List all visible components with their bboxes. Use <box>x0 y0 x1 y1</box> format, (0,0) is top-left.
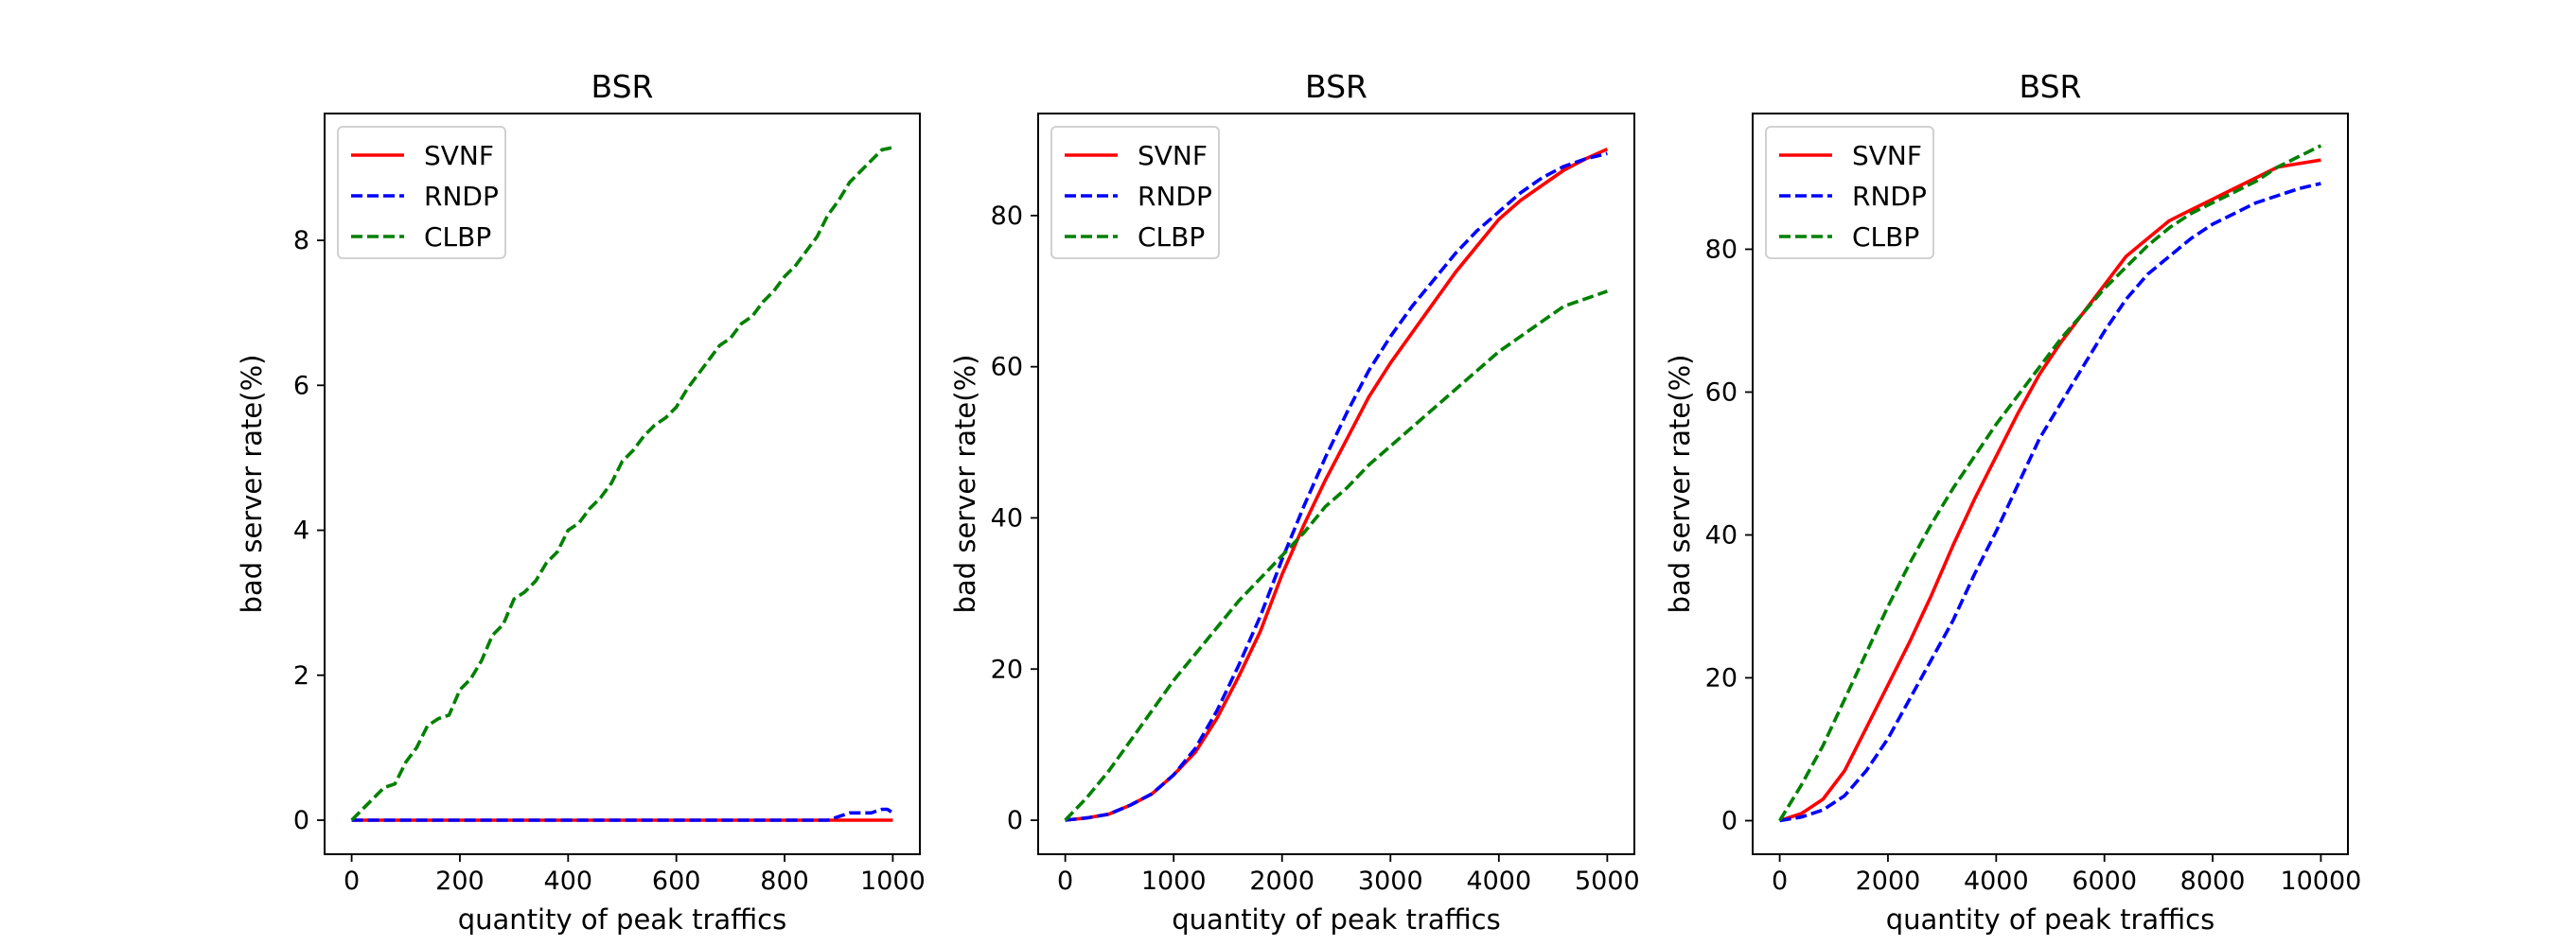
legend: SVNF RNDP CLBP <box>337 126 506 259</box>
y-tick-label: 2 <box>293 661 309 691</box>
legend: SVNF RNDP CLBP <box>1765 126 1934 259</box>
x-tick-label: 8000 <box>2180 867 2246 896</box>
x-tick-label: 1000 <box>860 867 926 896</box>
y-tick-label: 0 <box>1007 806 1023 835</box>
chart-title: BSR <box>591 68 654 105</box>
plot-frame <box>324 113 921 855</box>
x-tick-label: 4000 <box>1466 867 1531 896</box>
y-tick-label: 20 <box>991 655 1023 684</box>
legend: SVNF RNDP CLBP <box>1050 126 1220 259</box>
legend-label-rndp: RNDP <box>424 181 499 212</box>
legend-label-rndp: RNDP <box>1852 181 1927 212</box>
y-tick-label: 0 <box>1721 807 1738 836</box>
x-tick-label: 0 <box>1057 867 1073 896</box>
x-tick-label: 0 <box>344 867 360 896</box>
legend-label-clbp: CLBP <box>1852 221 1919 253</box>
legend-label-clbp: CLBP <box>424 221 491 253</box>
x-tick-label: 200 <box>435 867 485 896</box>
legend-label-clbp: CLBP <box>1138 221 1205 253</box>
chart-title: BSR <box>2020 68 2082 105</box>
x-tick-label: 600 <box>652 867 701 896</box>
series-line-rndp <box>351 807 894 822</box>
chart-title: BSR <box>1305 68 1367 105</box>
x-tick-label: 6000 <box>2072 867 2137 896</box>
x-tick-label: 4000 <box>1964 867 2029 896</box>
series-line-clbp <box>350 146 893 822</box>
series-line-rndp <box>1065 151 1608 822</box>
legend-label-rndp: RNDP <box>1138 181 1212 212</box>
x-tick-label: 3000 <box>1358 867 1423 896</box>
y-axis-label: bad server rate(%) <box>949 355 981 614</box>
y-tick-label: 80 <box>991 201 1023 231</box>
legend-box <box>337 126 506 259</box>
y-tick-label: 6 <box>293 371 309 400</box>
y-tick-label: 40 <box>991 503 1023 533</box>
y-tick-label: 80 <box>1705 235 1738 264</box>
legend-label-svnf: SVNF <box>1852 140 1922 171</box>
x-tick-label: 0 <box>1772 867 1788 896</box>
series-line-clbp <box>1778 144 2322 822</box>
x-axis-label: quantity of peak traffics <box>458 903 786 936</box>
series-line-svnf <box>1779 158 2321 823</box>
y-tick-label: 4 <box>293 517 309 546</box>
legend-box <box>1050 126 1220 259</box>
y-tick-label: 0 <box>293 806 309 835</box>
y-tick-label: 20 <box>1705 663 1738 692</box>
x-axis-label: quantity of peak traffics <box>1886 903 2214 936</box>
y-tick-label: 60 <box>1705 377 1738 407</box>
y-tick-label: 40 <box>1705 520 1738 550</box>
y-tick-label: 60 <box>991 353 1023 382</box>
x-tick-label: 2000 <box>1856 867 1921 896</box>
x-tick-label: 800 <box>760 867 809 896</box>
plot-frame <box>1037 113 1635 855</box>
series-line-clbp <box>1064 289 1608 822</box>
x-tick-label: 5000 <box>1575 867 1640 896</box>
y-axis-label: bad server rate(%) <box>236 355 268 614</box>
x-tick-label: 400 <box>544 867 593 896</box>
x-tick-label: 1000 <box>1141 867 1207 896</box>
legend-label-svnf: SVNF <box>1138 140 1208 171</box>
legend-label-svnf: SVNF <box>424 140 494 171</box>
plot-frame <box>1752 113 2349 855</box>
x-tick-label: 10000 <box>2280 867 2361 896</box>
x-axis-label: quantity of peak traffics <box>1172 903 1500 936</box>
chart-panel-2: 0 1000 2000 3000 4000 5000 0 20 40 60 80 BSR quantit… <box>949 68 1640 936</box>
y-tick-label: 8 <box>293 226 309 255</box>
chart-panel-1: 0 200 400 600 800 1000 0 2 4 6 8 BSR quantity of pea… <box>236 68 926 936</box>
x-tick-label: 2000 <box>1249 867 1314 896</box>
chart-panel-3: 0 2000 4000 6000 8000 10000 0 20 40 60 80 BSR quanti… <box>1664 68 2361 936</box>
legend-box <box>1765 126 1934 259</box>
y-axis-label: bad server rate(%) <box>1664 355 1696 614</box>
series-line-rndp <box>1779 182 2321 823</box>
